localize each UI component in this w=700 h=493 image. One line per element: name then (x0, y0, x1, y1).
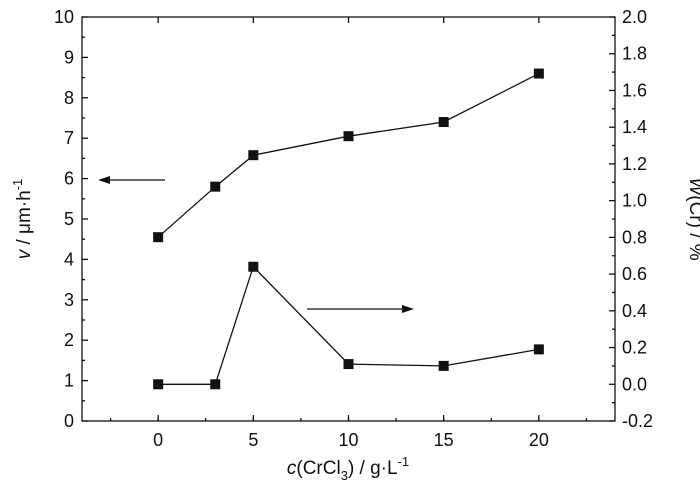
series-line-w-cr (158, 265, 540, 385)
left-y-tick-label: 2 (64, 330, 74, 350)
left-y-tick-label: 10 (54, 7, 74, 27)
data-point-w-cr (153, 379, 164, 390)
right-y-tick-label: 1.2 (622, 154, 647, 174)
left-y-tick-label: 3 (64, 290, 74, 310)
right-y-axis-title-main: (Cr) / % (685, 195, 700, 261)
data-point-w-cr (210, 379, 221, 390)
right-axis-arrow-head (402, 305, 414, 313)
left-y-axis-title-superscript: -1 (10, 179, 25, 191)
left-y-tick-label: 6 (64, 169, 74, 189)
left-y-tick-label: 5 (64, 209, 74, 229)
data-point-v (343, 131, 354, 142)
right-y-tick-label: 2.0 (622, 7, 647, 27)
right-y-tick-label: 0.8 (622, 227, 647, 247)
right-y-tick-label: 1.4 (622, 117, 647, 137)
data-point-w-cr (248, 261, 259, 272)
x-axis-title: c(CrCl3) / g·L-1 (287, 454, 409, 483)
x-tick-label: 5 (248, 430, 258, 450)
series-line-v (157, 73, 540, 238)
data-point-v (438, 117, 449, 128)
data-point-v (533, 68, 544, 79)
data-point-w-cr (438, 360, 449, 371)
right-y-axis-ticks: -0.2 0.0 0.2 0.4 0.6 0.8 1.0 1.2 1.4 1.6 1.8 2.0 (609, 7, 653, 431)
right-y-tick-label: 0.4 (622, 301, 647, 321)
left-y-tick-label: 9 (64, 47, 74, 67)
x-tick-label: 15 (434, 430, 454, 450)
data-point-w-cr (343, 359, 354, 370)
data-point-w-cr (533, 344, 544, 355)
data-point-v (210, 181, 221, 192)
left-y-axis-title-main: / μm·h (14, 190, 35, 250)
series-layer (153, 68, 544, 390)
left-y-tick-label: 7 (64, 128, 74, 148)
left-y-axis-ticks: 0 1 2 3 4 5 6 7 8 9 10 (54, 7, 88, 431)
left-y-axis-title: v / μm·h-1 (10, 179, 35, 260)
right-y-tick-label: 1.8 (622, 44, 647, 64)
left-axis-arrow-head (98, 176, 110, 184)
x-axis-title-subscript: 3 (341, 468, 348, 483)
right-y-axis-title: W(Cr) / % (685, 177, 700, 260)
x-axis-title-main: (CrCl (296, 458, 340, 479)
x-axis-title-rest: ) / g·L (348, 458, 398, 479)
left-y-tick-label: 0 (64, 411, 74, 431)
x-tick-label: 10 (338, 430, 358, 450)
x-tick-label: 0 (153, 430, 163, 450)
data-point-v (248, 150, 259, 161)
right-y-axis-title-italic: W (685, 177, 700, 197)
right-y-tick-label: -0.2 (622, 411, 653, 431)
left-y-axis-title-italic: v (14, 248, 35, 259)
x-tick-label: 20 (529, 430, 549, 450)
data-point-v (153, 232, 164, 243)
x-axis-ticks: 0 5 10 15 20 (109, 17, 588, 450)
axis-arrows (98, 176, 414, 313)
right-y-tick-label: 0.0 (622, 374, 647, 394)
x-axis-title-italic: c (287, 458, 297, 479)
left-y-tick-label: 4 (64, 249, 74, 269)
left-y-tick-label: 1 (64, 371, 74, 391)
right-y-tick-label: 0.2 (622, 338, 647, 358)
right-y-tick-label: 1.0 (622, 191, 647, 211)
x-axis-title-superscript: -1 (398, 454, 410, 469)
right-y-tick-label: 1.6 (622, 80, 647, 100)
right-y-tick-label: 0.6 (622, 264, 647, 284)
left-y-tick-label: 8 (64, 88, 74, 108)
